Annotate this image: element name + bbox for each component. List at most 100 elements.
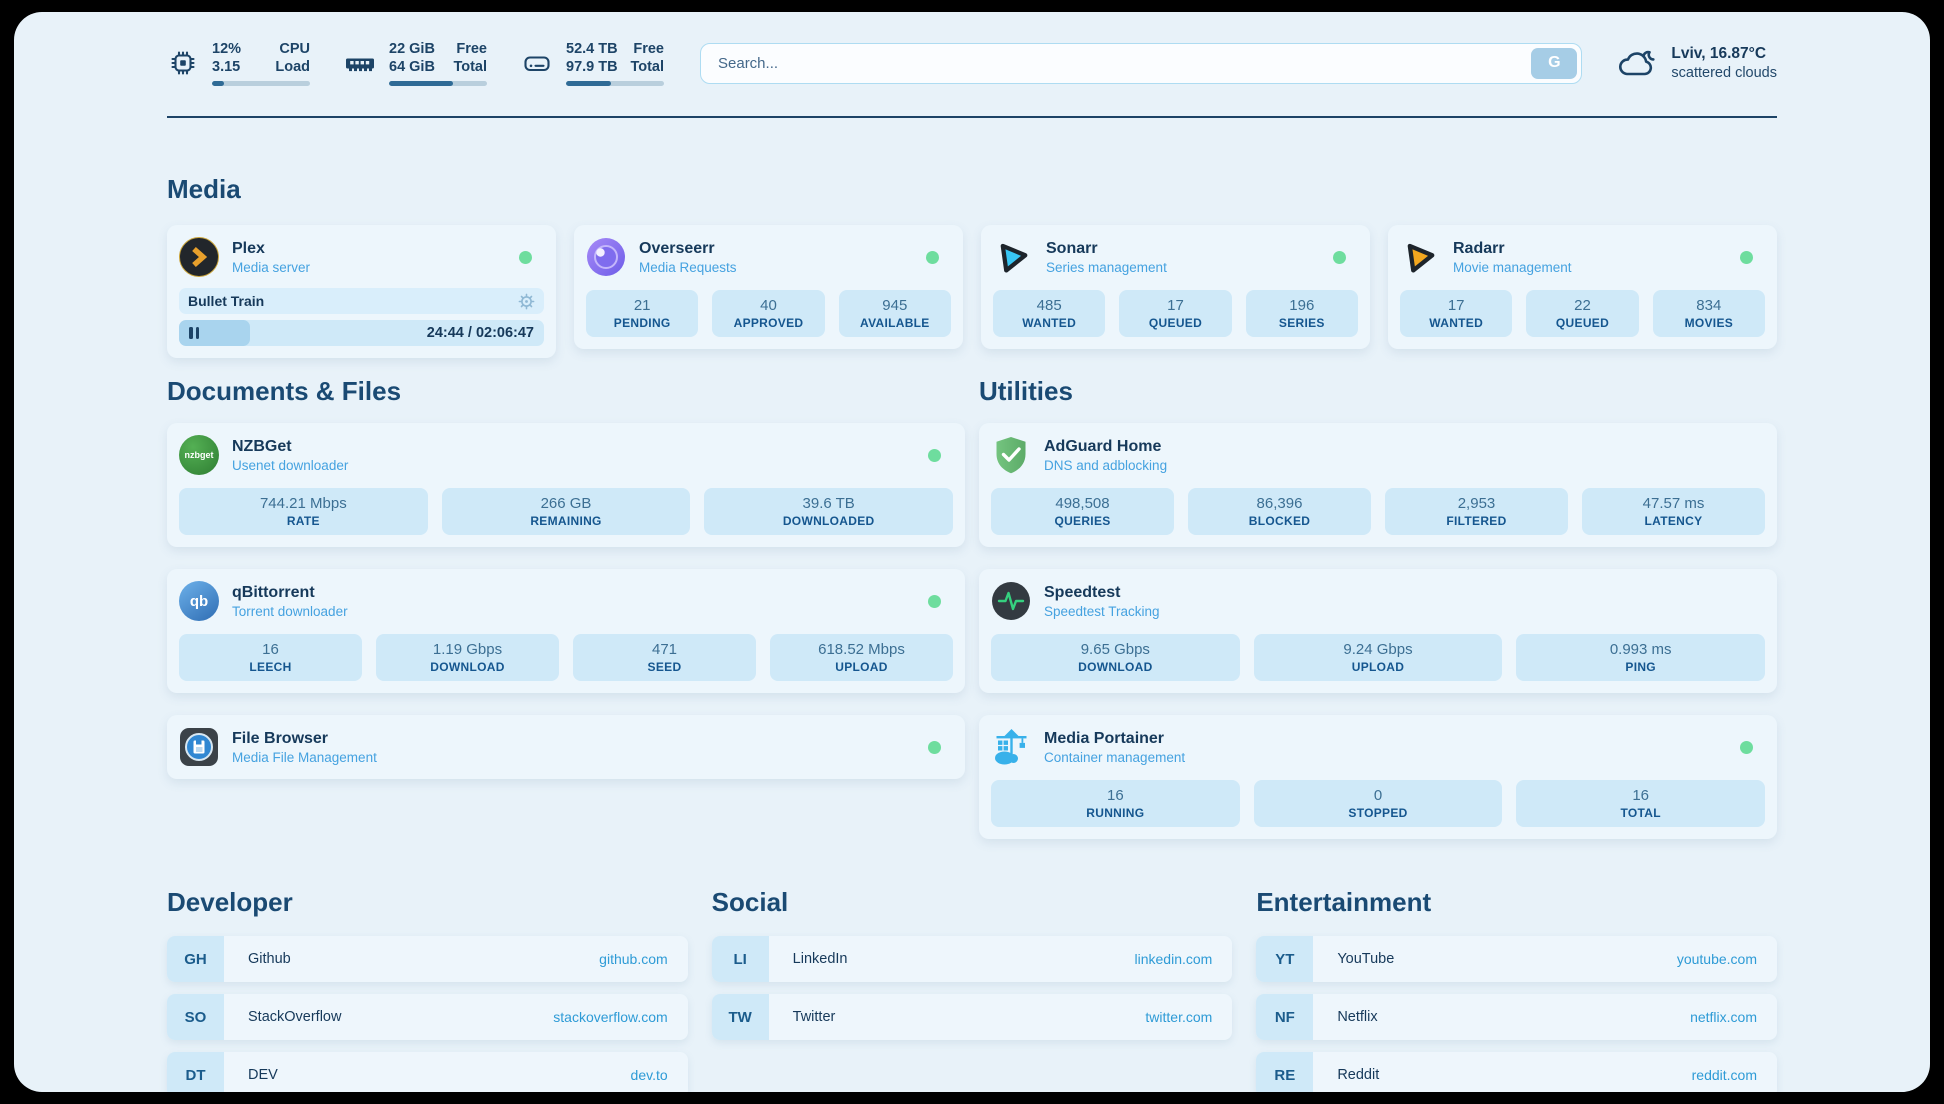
disk-icon	[524, 56, 550, 72]
stat-label: SERIES	[1278, 316, 1325, 330]
app-card-adguard[interactable]: AdGuard Home DNS and adblocking 498,508 …	[979, 423, 1777, 547]
stat-label: LEECH	[249, 660, 292, 674]
stat-label: FILTERED	[1446, 514, 1507, 528]
stat-box: 618.52 Mbps UPLOAD	[770, 634, 953, 681]
stat-value: 1.19 Gbps	[432, 641, 503, 658]
status-dot	[1740, 740, 1753, 754]
stat-box: 0.993 ms PING	[1516, 634, 1766, 681]
stat-label: SEED	[647, 660, 682, 674]
status-dot	[928, 740, 941, 754]
stat-box: 47.57 ms LATENCY	[1582, 488, 1765, 535]
stat-value: 945	[882, 297, 908, 314]
link-row-twitter[interactable]: TW Twitter twitter.com	[711, 994, 1233, 1040]
adguard-icon	[991, 435, 1031, 475]
stat-value: 744.21 Mbps	[259, 495, 347, 512]
entertainment-section-title: Entertainment	[1256, 887, 1432, 917]
stat-label: REMAINING	[530, 514, 602, 528]
stat-label: PENDING	[613, 316, 671, 330]
stat-label: UPLOAD	[1351, 660, 1405, 674]
stat-value: 9.24 Gbps	[1343, 641, 1413, 658]
stat-box: 2,953 FILTERED	[1385, 488, 1568, 535]
link-row-dev[interactable]: DT DEV dev.to	[167, 1052, 688, 1092]
app-card-plex[interactable]: Plex Media server Bullet Train	[167, 225, 556, 358]
stat-box: 945 AVAILABLE	[838, 290, 951, 337]
stat-box: 17 WANTED	[1400, 290, 1513, 337]
stat-label: MOVIES	[1684, 316, 1734, 330]
now-playing-progress-bar[interactable]: 24:44 / 02:06:47	[179, 320, 544, 346]
link-row-netflix[interactable]: NF Netflix netflix.com	[1256, 994, 1777, 1040]
stat-box: 498,508 QUERIES	[991, 488, 1174, 535]
plex-icon	[179, 237, 219, 277]
stat-label: UPLOAD	[835, 660, 888, 674]
link-url: dev.to	[630, 1067, 668, 1083]
stat-label: STOPPED	[1348, 806, 1408, 820]
now-playing-options-icon[interactable]	[518, 293, 535, 310]
stat-box: 17 QUEUED	[1119, 290, 1232, 337]
stat-label: BLOCKED	[1248, 514, 1311, 528]
app-card-qbittorrent[interactable]: qb qBittorrent Torrent downloader 16 LEE…	[167, 569, 965, 693]
weather-widget: Lviv, 16.87°C scattered clouds	[1616, 44, 1777, 83]
weather-location: Lviv, 16.87°C	[1671, 44, 1767, 62]
utilities-section-title: Utilities	[979, 376, 1073, 406]
link-name: Netflix	[1337, 1009, 1378, 1025]
status-dot	[926, 250, 939, 264]
stat-box: 21 PENDING	[586, 290, 699, 337]
stat-value: 498,508	[1055, 495, 1110, 512]
app-card-nzbget[interactable]: nzbget NZBGet Usenet downloader 744.21 M…	[167, 423, 965, 547]
stat-box: 0 STOPPED	[1253, 780, 1503, 827]
social-section-title: Social	[711, 887, 789, 917]
app-subtitle: Media File Management	[232, 749, 377, 765]
app-subtitle: Speedtest Tracking	[1044, 603, 1160, 619]
now-playing-title-row: Bullet Train	[179, 288, 544, 314]
link-url: stackoverflow.com	[553, 1009, 668, 1025]
speedtest-icon	[991, 581, 1031, 621]
stat-box: 196 SERIES	[1245, 290, 1358, 337]
stat-value: 39.6 TB	[802, 495, 855, 512]
stat-value: 16	[262, 641, 279, 658]
stat-value: 47.57 ms	[1642, 495, 1705, 512]
section-media: Media Plex Media server	[167, 174, 1777, 358]
cpu-icon	[171, 51, 195, 75]
disk-free-label: Free	[633, 41, 664, 57]
status-dot	[1333, 250, 1346, 264]
stat-box: 9.65 Gbps DOWNLOAD	[991, 634, 1240, 681]
stat-value: 16	[1106, 787, 1124, 804]
cpu-usage-value: 12%	[212, 41, 242, 57]
sonarr-icon	[993, 237, 1033, 277]
app-card-radarr[interactable]: Radarr Movie management 17 WANTED 22 QUE…	[1388, 225, 1777, 349]
memory-total-label: Total	[453, 59, 487, 75]
app-name: Plex	[232, 239, 265, 257]
search-bar: G	[700, 42, 1583, 84]
app-subtitle: Usenet downloader	[232, 457, 349, 473]
link-row-linkedin[interactable]: LI LinkedIn linkedin.com	[711, 936, 1233, 982]
app-card-overseerr[interactable]: Overseerr Media Requests 21 PENDING 40 A…	[574, 225, 963, 349]
stat-box: 266 GB REMAINING	[441, 488, 691, 535]
stat-box: 834 MOVIES	[1652, 290, 1765, 337]
app-card-filebrowser[interactable]: File Browser Media File Management	[167, 715, 965, 779]
stat-box: 485 WANTED	[993, 290, 1106, 337]
link-row-youtube[interactable]: YT YouTube youtube.com	[1256, 936, 1777, 982]
stat-value: 17	[1447, 297, 1465, 314]
app-card-portainer[interactable]: Media Portainer Container management 16 …	[979, 715, 1777, 839]
stat-value: 471	[651, 641, 678, 658]
overseerr-icon	[586, 237, 626, 277]
developer-section-title: Developer	[167, 887, 293, 917]
app-card-sonarr[interactable]: Sonarr Series management 485 WANTED 17 Q…	[981, 225, 1370, 349]
search-go-button[interactable]: G	[1531, 47, 1578, 79]
link-name: Github	[248, 951, 291, 967]
stat-value: 86,396	[1256, 495, 1303, 512]
app-subtitle: Series management	[1046, 259, 1167, 275]
disk-free-value: 52.4 TB	[566, 41, 618, 57]
link-row-reddit[interactable]: RE Reddit reddit.com	[1256, 1052, 1777, 1092]
app-card-speedtest[interactable]: Speedtest Speedtest Tracking 9.65 Gbps D…	[979, 569, 1777, 693]
stat-value: 0.993 ms	[1609, 641, 1672, 658]
status-dot	[1740, 250, 1753, 264]
stat-value: 196	[1289, 297, 1315, 314]
link-tag: LI	[711, 936, 769, 982]
link-row-stackoverflow[interactable]: SO StackOverflow stackoverflow.com	[167, 994, 688, 1040]
load-label: Load	[275, 59, 310, 75]
dashboard-page: 12% 3.15 CPU Load	[14, 12, 1930, 1092]
search-input[interactable]	[700, 42, 1583, 84]
link-row-github[interactable]: GH Github github.com	[167, 936, 688, 982]
stat-box: 744.21 Mbps RATE	[179, 488, 428, 535]
